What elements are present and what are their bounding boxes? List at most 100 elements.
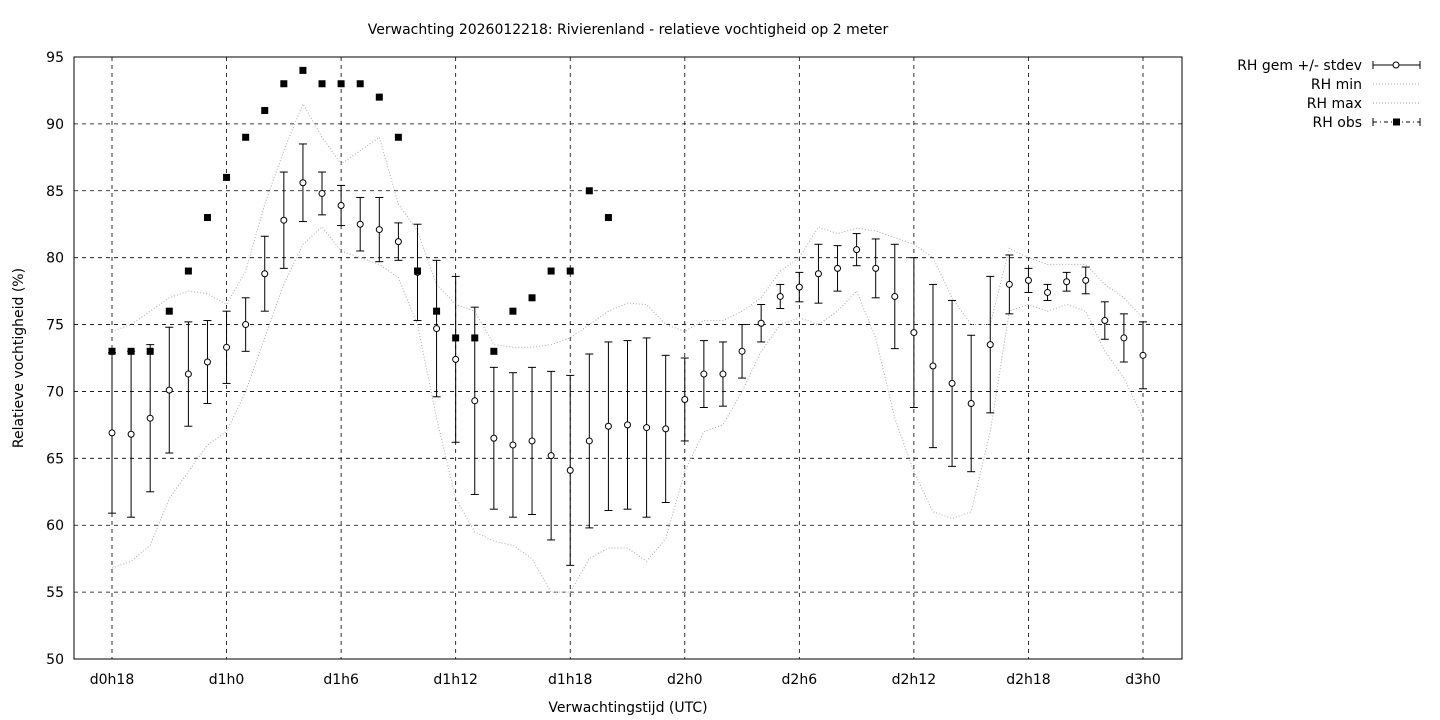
- mean-point: [1024, 276, 1032, 284]
- legend-label: RH obs: [1313, 115, 1362, 131]
- mean-point: [471, 397, 479, 405]
- obs-point: [165, 307, 173, 315]
- mean-point: [394, 238, 402, 246]
- mean-point: [528, 437, 536, 445]
- y-tick-label: 60: [46, 518, 64, 534]
- mean-point: [1044, 288, 1052, 296]
- mean-point: [261, 270, 269, 278]
- rh-max-line: [111, 102, 1144, 348]
- obs-point: [127, 347, 135, 355]
- obs-point: [318, 80, 326, 88]
- mean-point: [1005, 280, 1013, 288]
- mean-point: [165, 386, 173, 394]
- mean-point: [986, 341, 994, 349]
- obs-point: [184, 267, 192, 275]
- mean-point: [624, 421, 631, 429]
- y-tick-label: 55: [46, 585, 64, 601]
- y-tick-label: 75: [46, 318, 64, 334]
- ticks: 50 55 60 65 70 75 80 85 90 95 d0h18 d1h0 d1h6 d1h12 d1…: [46, 50, 1161, 688]
- mean-point: [242, 321, 250, 329]
- mean-point: [1139, 351, 1147, 359]
- y-axis-label: Relatieve vochtigheid (%): [11, 268, 27, 448]
- obs-point: [146, 347, 154, 355]
- y-tick-label: 95: [46, 50, 64, 66]
- y-tick-label: 65: [46, 451, 64, 467]
- mean-point: [337, 201, 345, 209]
- obs-point: [299, 66, 307, 74]
- obs-point: [242, 133, 250, 141]
- rh-min-line: [111, 226, 1144, 593]
- obs-point: [471, 334, 479, 342]
- mean-point: [433, 325, 441, 333]
- mean-point: [375, 226, 383, 234]
- mean-point: [891, 292, 899, 300]
- obs-point: [566, 267, 574, 275]
- legend-label: RH min: [1311, 77, 1362, 93]
- mean-point: [872, 264, 880, 272]
- mean-point: [910, 329, 918, 337]
- series: [108, 66, 1147, 593]
- mean-point: [566, 466, 574, 474]
- x-tick-label: d1h18: [548, 672, 592, 688]
- y-tick-label: 85: [46, 184, 64, 200]
- obs-point: [433, 307, 441, 315]
- x-axis-label: Verwachtingstijd (UTC): [548, 700, 707, 716]
- obs-point: [394, 133, 402, 141]
- mean-point: [203, 358, 211, 366]
- plot-frame: [73, 56, 1183, 660]
- mean-point: [356, 220, 364, 228]
- obs-point: [108, 347, 116, 355]
- legend-label: RH max: [1307, 96, 1362, 112]
- mean-point: [853, 246, 861, 254]
- chart-title: Verwachting 2026012218: Rivierenland - r…: [368, 22, 889, 38]
- y-tick-label: 50: [46, 652, 64, 668]
- obs-point: [223, 173, 231, 181]
- x-tick-label: d0h18: [90, 672, 134, 688]
- mean-point: [1120, 334, 1128, 342]
- mean-point: [719, 370, 727, 378]
- mean-point: [967, 399, 975, 407]
- mean-point: [280, 216, 288, 224]
- mean-point: [318, 189, 326, 197]
- y-tick-label: 90: [46, 117, 64, 133]
- mean-point: [814, 270, 822, 278]
- obs-point: [280, 80, 288, 88]
- legend: RH gem +/- stdev RH min RH max RH obs: [1237, 58, 1421, 131]
- x-tick-label: d2h6: [782, 672, 818, 688]
- mean-point: [184, 370, 192, 378]
- obs-point: [547, 267, 555, 275]
- obs-point: [413, 267, 421, 275]
- obs-point: [528, 294, 536, 302]
- mean-point: [757, 319, 765, 327]
- obs-point: [490, 347, 498, 355]
- x-tick-label: d3h0: [1125, 672, 1161, 688]
- obs-point: [203, 214, 211, 222]
- mean-point: [127, 430, 135, 438]
- x-tick-label: d2h18: [1006, 672, 1050, 688]
- mean-point: [662, 425, 670, 433]
- x-tick-label: d2h12: [892, 672, 936, 688]
- mean-point: [795, 283, 803, 291]
- x-tick-label: d1h0: [209, 672, 245, 688]
- obs-point: [604, 214, 612, 222]
- mean-point: [108, 429, 116, 437]
- mean-point: [146, 414, 154, 422]
- mean-point: [452, 355, 460, 363]
- mean-point: [776, 292, 784, 300]
- mean-point: [681, 395, 689, 403]
- obs-point: [356, 80, 364, 88]
- mean-point: [738, 347, 746, 355]
- mean-point: [509, 441, 517, 449]
- mean-point: [948, 379, 956, 387]
- mean-point: [834, 264, 842, 272]
- mean-point: [1063, 278, 1071, 286]
- legend-obs-marker: [1393, 118, 1400, 126]
- mean-point: [490, 434, 498, 442]
- mean-point: [643, 424, 651, 432]
- obs-point: [337, 80, 345, 88]
- obs-point: [452, 334, 460, 342]
- mean-point: [1101, 317, 1109, 325]
- x-tick-label: d2h0: [667, 672, 703, 688]
- mean-point: [1082, 276, 1090, 284]
